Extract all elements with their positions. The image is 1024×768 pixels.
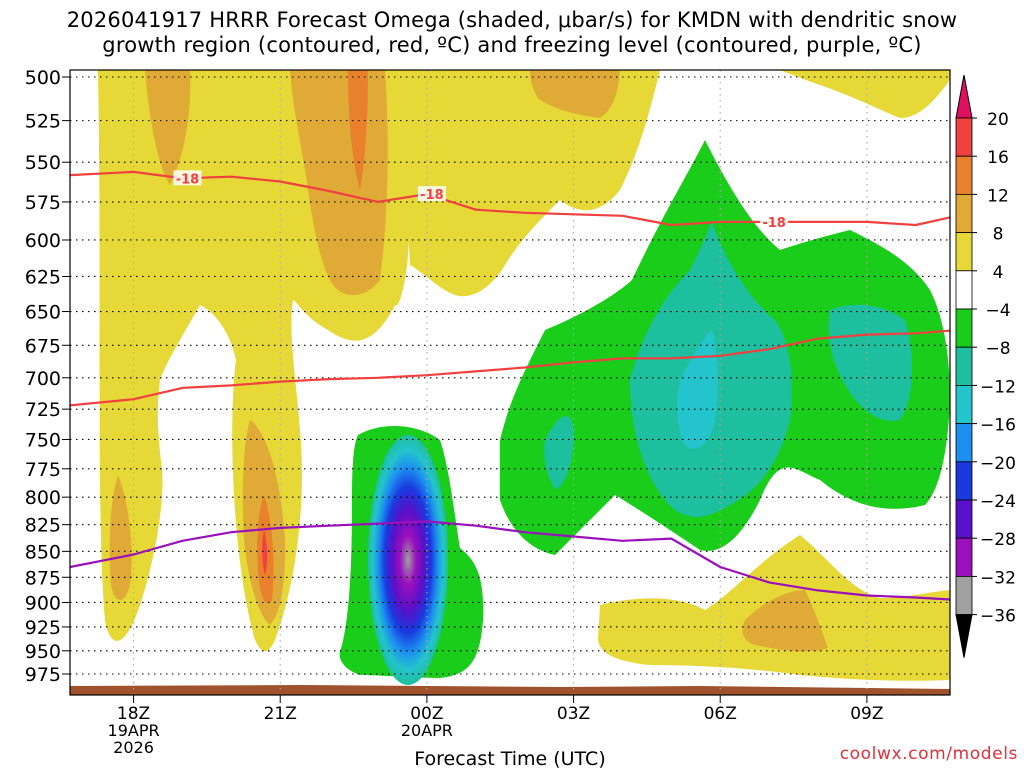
- colorbar-swatch: [955, 117, 973, 157]
- colorbar-swatch: [955, 537, 973, 577]
- chart-title-line-2: growth region (contoured, red, ºC) and f…: [102, 33, 922, 57]
- y-tick-label: 675: [25, 335, 61, 357]
- isotherm-line-2: [70, 520, 950, 601]
- colorbar-swatch: [955, 232, 973, 272]
- y-tick-label: 750: [25, 429, 61, 451]
- y-tick-label: 500: [25, 67, 61, 89]
- omega-region-ascent-moderate-6: [742, 590, 828, 652]
- omega-region-ascent-weak-upper: [400, 70, 660, 297]
- y-axis-ticks: 500 525 550 575 600 625 650 675 700 725 750 775 800 8…: [25, 67, 70, 686]
- colorbar-label: −28: [980, 530, 1016, 550]
- colorbar-label: −20: [980, 454, 1016, 474]
- y-tick-label: 925: [25, 617, 61, 639]
- y-tick-label: 775: [25, 459, 61, 481]
- isotherm-label: -18: [420, 188, 444, 203]
- terrain-surface: [70, 685, 950, 695]
- y-tick-label: 850: [25, 541, 61, 563]
- y-tick-label: 950: [25, 641, 61, 663]
- x-tick-date-label: 20APR: [401, 721, 453, 740]
- colorbar-label: −4: [985, 301, 1010, 321]
- y-tick-label: 550: [25, 152, 61, 174]
- y-tick-label: 825: [25, 515, 61, 537]
- colorbar-swatch: [955, 270, 973, 310]
- x-tick-year-label: 2026: [113, 738, 154, 757]
- omega-region-ascent-strong-3: [262, 530, 268, 575]
- isotherm-label: -18: [762, 216, 786, 231]
- colorbar-swatch: [955, 346, 973, 386]
- colorbar-label: 4: [993, 263, 1004, 283]
- omega-region-descent-strong: [677, 330, 719, 449]
- x-tick-label: 09Z: [850, 704, 883, 724]
- colorbar-swatch: [955, 308, 973, 348]
- isotherm-line-0: [70, 170, 950, 227]
- colorbar-label: 8: [993, 225, 1004, 245]
- y-tick-label: 975: [25, 664, 61, 686]
- colorbar-label: 16: [987, 148, 1009, 168]
- isotherm-label-background: [417, 186, 446, 202]
- y-tick-label: 900: [25, 592, 61, 614]
- colorbar-swatch: [955, 384, 973, 424]
- y-tick-label: 700: [25, 368, 61, 390]
- y-tick-label: 650: [25, 302, 61, 324]
- colorbar-swatch: [955, 461, 973, 501]
- colorbar-swatch: [955, 423, 973, 463]
- isotherm-label-background: [173, 170, 202, 186]
- colorbar-swatch: [955, 193, 973, 233]
- colorbar-swatch: [955, 614, 973, 658]
- colorbar-label: −12: [980, 377, 1016, 397]
- isotherm-label-background: [760, 213, 789, 229]
- colorbar-label: 12: [987, 186, 1009, 206]
- omega-shading: [70, 70, 950, 695]
- x-tick-date-label: 19APR: [108, 721, 160, 740]
- x-tick-label: 21Z: [264, 704, 297, 724]
- colorbar-label: −36: [980, 607, 1016, 627]
- colorbar-label: −24: [980, 492, 1016, 512]
- y-tick-label: 625: [25, 266, 61, 288]
- isotherm-line-1: [70, 329, 950, 407]
- isotherm-labels: -18 -18 -18: [173, 170, 789, 231]
- plot-border: [69, 69, 951, 696]
- x-axis-label: Forecast Time (UTC): [414, 748, 605, 768]
- colorbar: 20 16 12 8 4 −4 −8 −12 −16 −20 −24 −28 −32 −36: [955, 74, 1016, 658]
- y-tick-label: 600: [25, 230, 61, 252]
- y-tick-label: 800: [25, 487, 61, 509]
- x-tick-label: 06Z: [704, 704, 737, 724]
- colorbar-label: −8: [985, 339, 1010, 359]
- isotherm-label: -18: [176, 172, 200, 187]
- omega-region-ascent-weak-upper-right: [780, 70, 950, 118]
- colorbar-swatch: [955, 499, 973, 539]
- credit-text[interactable]: coolwx.com/models: [839, 744, 1018, 764]
- colorbar-label: −16: [980, 416, 1016, 436]
- y-tick-label: 575: [25, 192, 61, 214]
- omega-region-ascent-moderate-1: [145, 70, 191, 185]
- omega-region-ascent-moderate-4: [109, 475, 132, 600]
- omega-region-descent-core-00z: [368, 435, 448, 685]
- colorbar-swatch: [955, 576, 973, 616]
- omega-region-ascent-moderate-5: [530, 70, 620, 118]
- x-tick-label: 03Z: [557, 704, 590, 724]
- x-tick-label: 00Z: [410, 704, 443, 724]
- omega-region-ascent-strong-1: [348, 70, 368, 190]
- grid-lines: [70, 70, 950, 695]
- x-tick-label: 18Z: [117, 704, 150, 724]
- colorbar-swatch: [955, 155, 973, 195]
- y-tick-label: 525: [25, 111, 61, 133]
- colorbar-swatch: [955, 74, 973, 119]
- isotherm-lines: [70, 170, 950, 601]
- colorbar-label: 20: [987, 110, 1009, 130]
- omega-region-descent-moderate-3: [544, 416, 574, 490]
- y-tick-label: 875: [25, 567, 61, 589]
- y-tick-label: 725: [25, 399, 61, 421]
- chart-title-line-1: 2026041917 HRRR Forecast Omega (shaded, …: [66, 8, 958, 32]
- colorbar-label: −32: [980, 568, 1016, 588]
